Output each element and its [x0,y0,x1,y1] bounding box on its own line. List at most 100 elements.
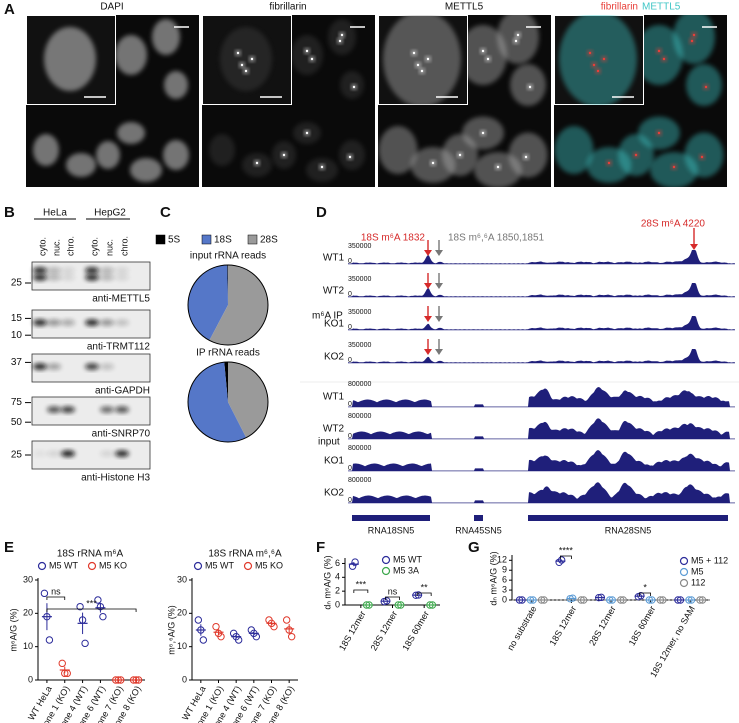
nucleolus-core [528,85,532,89]
nucleolus-core [310,57,314,61]
mw-marker: 15 [11,313,23,324]
nucleolus-core [320,165,324,169]
significance-bracket [46,608,137,612]
coverage-track [348,283,735,297]
data-point [117,676,125,684]
gene-model [352,515,430,521]
y-tick-label: 20 [23,608,33,618]
track-min: 0 [348,497,352,504]
data-point [199,636,208,644]
x-tick-label: 18S 12mer [337,609,368,652]
micrograph [202,15,375,187]
data-point [412,591,420,600]
pie-slice [187,362,247,443]
data-point [394,601,402,609]
legend-label: M5 + 112 [691,555,728,565]
y-tick-label: 12 [497,555,507,565]
mw-marker: 50 [11,417,23,428]
y-axis-label: m⁶A/G (%) [8,608,18,651]
cell [44,27,96,91]
nucleolus-core [634,153,638,157]
inset [378,15,468,105]
data-point [428,601,437,609]
data-point [674,596,682,604]
cell [635,25,683,85]
coverage-track [348,349,735,363]
coverage-track [348,450,735,471]
track-max: 350000 [348,342,371,349]
merge-title: METTL5 [642,2,681,13]
cell [163,140,189,170]
band [115,406,129,413]
legend-label: M5 KO [99,560,127,570]
significance-bracket [385,596,400,600]
x-tick-label: no substrate [505,604,538,652]
site-arrowhead [424,250,432,256]
significance-label: **** [559,545,574,555]
cell-line: HeLa [43,208,67,219]
nucleolus-core [692,33,696,37]
pie-slice [228,362,268,438]
site-arrowhead [435,283,443,289]
y-tick-label: 20 [177,608,187,618]
data-point [515,596,524,604]
data-point [645,596,654,604]
significance-bracket [416,592,432,596]
data-point [529,596,537,604]
site-label: 28S m⁶A 4220 [641,219,706,230]
track-label: KO2 [324,488,344,499]
data-point [63,669,71,678]
pie-outline [187,361,269,443]
track-max: 800000 [348,381,371,388]
cell [686,64,722,106]
gene-label: RNA45SN5 [455,525,502,535]
nucleolus-core [588,51,592,55]
data-point [282,616,291,624]
micrograph [26,15,199,187]
mw-marker: 37 [11,357,23,368]
nucleolus-core [250,57,254,61]
x-tick-label: 18S 12mer, no SAM [648,604,697,679]
data-point [606,596,614,604]
band [33,319,47,326]
significance-label: ** [421,582,429,592]
band [100,450,114,457]
band [47,450,61,457]
fraction-label: cyto. [89,237,99,256]
y-axis-label: m⁶,⁶A/G (%) [166,605,176,654]
y-tick-label: 10 [177,641,187,651]
track-max: 800000 [348,445,371,452]
site-arrowhead [435,250,443,256]
y-tick-label: 0 [335,599,340,609]
data-point [540,596,548,604]
data-point [134,676,143,684]
data-point [365,601,373,609]
coverage-track [348,418,735,439]
legend-label: M5 [691,566,704,576]
band [100,363,114,370]
nucleolus-core [305,49,309,53]
track-max: 800000 [348,413,371,420]
y-tick-label: 9 [502,565,507,575]
nucleolus-core [514,39,518,43]
legend-label: 28S [260,235,278,246]
data-point [94,596,102,604]
data-point [45,636,54,644]
cell [378,126,418,174]
band [47,274,61,281]
legend-marker [87,561,97,571]
panel-label: C [160,204,171,221]
data-point [595,593,603,602]
pie-title: IP rRNA reads [196,348,260,359]
data-point [659,596,667,604]
band [100,319,114,326]
track-min: 0 [348,433,352,440]
data-point [617,596,625,604]
nucleolus-core [524,155,528,159]
data-point [698,596,707,604]
legend-label: M5 WT [393,554,422,564]
legend-label: M5 3A [393,565,419,575]
site-arrowhead [435,316,443,322]
significance-label: *** [356,579,367,589]
antibody-label: anti-METTL5 [92,294,150,305]
